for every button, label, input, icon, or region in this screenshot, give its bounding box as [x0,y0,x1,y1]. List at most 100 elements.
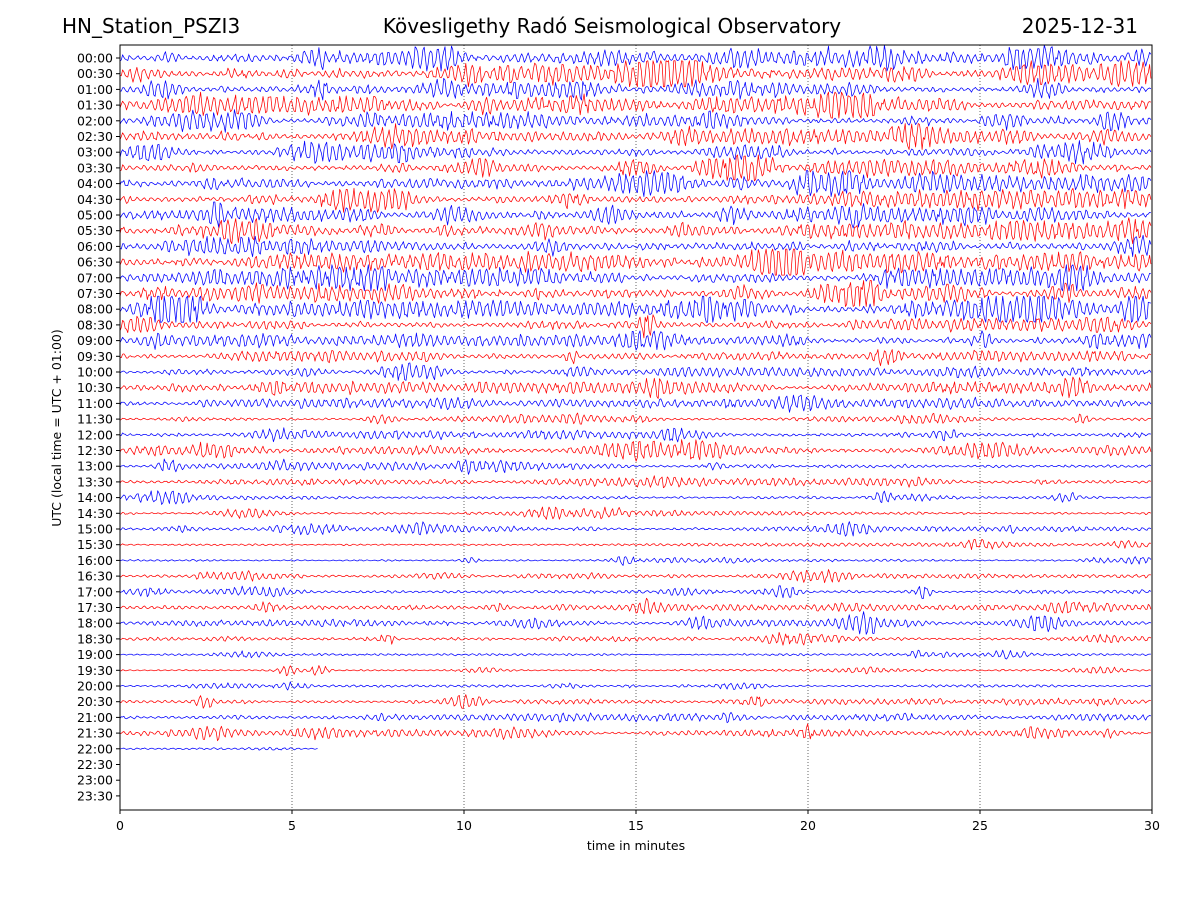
y-tick-label: 07:00 [77,270,113,285]
trace-row [119,506,1152,520]
y-tick-label: 02:00 [77,113,113,128]
trace-row [119,521,1152,537]
trace-row [119,154,1152,182]
trace-row [119,632,1152,646]
y-tick-label: 20:00 [77,679,113,694]
trace-row [119,330,1152,351]
y-tick-label: 12:30 [77,443,113,458]
trace-row [119,349,1152,367]
y-tick-label: 01:30 [77,98,113,113]
x-tick-label: 0 [116,818,124,833]
y-tick-label: 11:00 [77,396,113,411]
grid-lines [291,45,981,810]
trace-row [119,314,1152,339]
trace-row [119,362,1152,381]
y-tick-label: 18:30 [77,631,113,646]
x-tick-label: 5 [288,818,296,833]
y-tick-label: 12:00 [77,427,113,442]
y-tick-label: 16:00 [77,553,113,568]
y-tick-label: 03:00 [77,145,113,160]
x-tick-label: 25 [972,818,988,833]
y-tick-label: 13:30 [77,474,113,489]
y-axis-ticks: 00:0000:3001:0001:3002:0002:3003:0003:30… [77,51,120,803]
trace-row [119,187,1152,213]
x-tick-label: 20 [800,818,816,833]
trace-row [119,711,1152,724]
y-tick-label: 15:00 [77,522,113,537]
trace-row [119,248,1152,276]
y-tick-label: 14:00 [77,490,113,505]
observatory-title: Kövesligethy Radó Seismological Observat… [382,14,842,38]
y-tick-label: 08:00 [77,302,113,317]
y-tick-label: 23:00 [77,773,113,788]
y-tick-label: 14:30 [77,506,113,521]
y-tick-label: 23:30 [77,788,113,803]
trace-row [119,723,1151,742]
trace-row [119,439,1152,462]
trace-row [119,458,1152,475]
trace-row [119,44,1152,72]
y-tick-label: 16:30 [77,569,113,584]
x-tick-label: 15 [628,818,644,833]
trace-row [119,569,1151,584]
trace-row [119,746,318,751]
y-tick-label: 04:00 [77,176,113,191]
y-tick-label: 02:30 [77,129,113,144]
trace-row [119,412,1151,425]
y-tick-label: 15:30 [77,537,113,552]
y-tick-label: 10:30 [77,380,113,395]
y-tick-label: 00:00 [77,51,113,66]
trace-row [119,280,1152,307]
trace-row [119,665,1152,677]
y-tick-label: 06:00 [77,239,113,254]
trace-row [119,597,1152,615]
y-tick-label: 18:00 [77,616,113,631]
y-tick-label: 19:00 [77,647,113,662]
y-tick-label: 17:30 [77,600,113,615]
y-tick-label: 05:00 [77,208,113,223]
y-tick-label: 09:00 [77,333,113,348]
y-tick-label: 10:00 [77,365,113,380]
station-title: HN_Station_PSZI3 [62,14,241,38]
seismic-traces [119,44,1152,751]
trace-row [119,585,1152,599]
trace-row [119,234,1152,258]
trace-row [119,91,1152,119]
trace-row [119,123,1152,150]
trace-row [119,394,1152,413]
y-tick-label: 01:00 [77,82,113,97]
y-tick-label: 13:00 [77,459,113,474]
trace-row [119,694,1152,709]
y-tick-label: 05:30 [77,223,113,238]
y-tick-label: 00:30 [77,66,113,81]
trace-row [119,201,1152,229]
y-tick-label: 08:30 [77,317,113,332]
trace-row [119,490,1151,505]
y-tick-label: 09:30 [77,349,113,364]
trace-row [119,140,1152,165]
trace-row [119,649,1151,660]
y-tick-label: 03:30 [77,160,113,175]
trace-row [119,264,1152,292]
y-tick-label: 06:30 [77,255,113,270]
y-tick-label: 04:30 [77,192,113,207]
y-tick-label: 22:00 [77,741,113,756]
y-tick-label: 11:30 [77,412,113,427]
x-axis-ticks: 0 5 10 15 20 25 30 [116,810,1160,833]
trace-row [119,60,1152,88]
trace-row [119,77,1152,101]
trace-row [119,538,1152,550]
trace-row [119,427,1151,443]
trace-row [119,217,1152,245]
trace-row [119,109,1152,133]
y-tick-label: 17:00 [77,584,113,599]
x-axis-label: time in minutes [587,838,685,853]
y-tick-label: 07:30 [77,286,113,301]
x-tick-label: 10 [456,818,472,833]
trace-row [119,170,1152,197]
y-tick-label: 20:30 [77,694,113,709]
y-tick-label: 21:00 [77,710,113,725]
trace-row [119,681,1152,691]
y-tick-label: 22:30 [77,757,113,772]
